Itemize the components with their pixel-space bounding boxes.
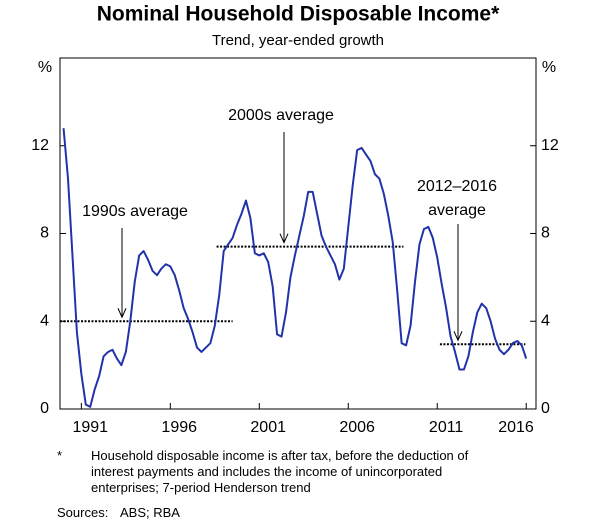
y2-axis-label: % — [542, 59, 556, 76]
x-tick-label: 2016 — [498, 419, 534, 436]
y2-tick-label: 0 — [541, 400, 550, 417]
y-tick-label: 0 — [40, 400, 49, 417]
x-tick-label: 1996 — [161, 419, 197, 436]
x-tick-label: 1991 — [72, 419, 108, 436]
chart-subtitle: Trend, year-ended growth — [212, 32, 384, 49]
x-tick-label: 2006 — [339, 419, 375, 436]
x-tick-label: 2001 — [250, 419, 286, 436]
annotation: average — [428, 202, 486, 219]
y2-tick-label: 4 — [541, 312, 550, 329]
x-tick-label: 2011 — [429, 419, 464, 436]
arrow-head — [117, 308, 127, 319]
y-axis-label: % — [38, 59, 52, 76]
annotation: 2012–2016 — [417, 178, 497, 195]
chart-title: Nominal Household Disposable Income* — [97, 3, 500, 26]
sources: ABS; RBA — [120, 505, 180, 520]
y-tick-label: 8 — [40, 225, 49, 242]
data-line — [62, 128, 528, 408]
footnote-marker: * — [57, 448, 62, 463]
y2-tick-label: 8 — [541, 225, 550, 242]
footnote: enterprises; 7-period Henderson trend — [91, 480, 311, 495]
annotation: 1990s average — [82, 203, 188, 220]
y-tick-label: 4 — [40, 312, 49, 329]
arrow-head — [453, 331, 463, 342]
y2-tick-label: 12 — [541, 137, 559, 154]
sources-label: Sources: — [57, 505, 108, 520]
annotation: 2000s average — [228, 107, 334, 124]
y-tick-label: 12 — [31, 137, 49, 154]
footnote: Household disposable income is after tax… — [91, 448, 469, 463]
arrow-head — [279, 233, 289, 244]
footnote: interest payments and includes the incom… — [91, 464, 442, 479]
